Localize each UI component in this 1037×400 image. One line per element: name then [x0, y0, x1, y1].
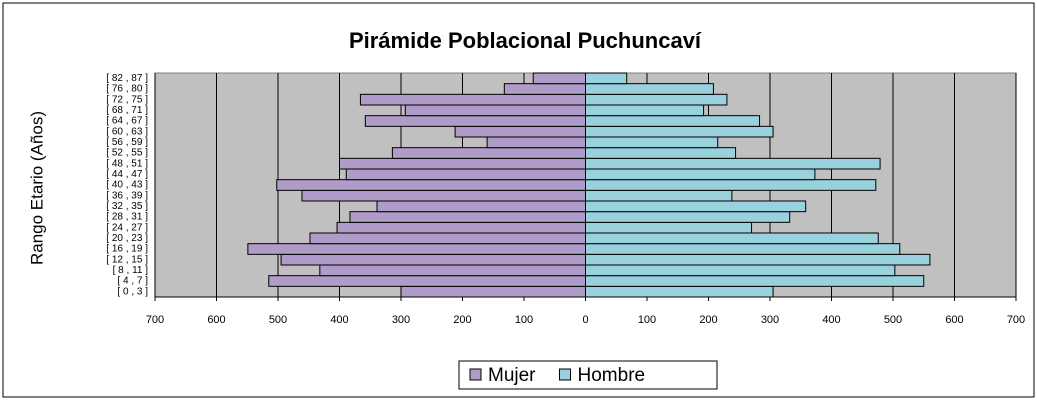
bar [486, 136, 587, 149]
bar [376, 200, 587, 213]
bar [585, 179, 877, 191]
x-tick-label: 600 [207, 314, 225, 326]
bar [309, 232, 586, 245]
bar [391, 147, 587, 159]
x-tick-label: 600 [945, 314, 963, 326]
bar [585, 253, 931, 266]
y-tick-label: [ 20 , 23 ] [106, 233, 148, 244]
bar [585, 189, 733, 202]
y-tick-label: [ 68 , 71 ] [106, 105, 148, 116]
x-tick-label: 300 [392, 314, 410, 326]
bar [585, 136, 719, 149]
bar [585, 232, 879, 245]
bar [585, 275, 925, 287]
bar [364, 115, 586, 127]
x-tick-label: 700 [146, 314, 164, 326]
y-tick-label: [ 16 , 19 ] [106, 244, 148, 255]
bar [585, 211, 791, 223]
bar [319, 264, 586, 277]
x-tick-label: 500 [884, 314, 902, 326]
x-tick-label: 0 [582, 314, 588, 326]
bar [585, 125, 774, 138]
bar [585, 83, 714, 95]
legend-swatch [559, 368, 572, 381]
bar [585, 157, 881, 170]
y-tick-label: [ 76 , 80 ] [106, 84, 148, 95]
bar [585, 72, 628, 85]
y-tick-label: [ 82 , 87 ] [106, 73, 148, 84]
bar [585, 147, 737, 159]
bar [336, 221, 587, 234]
bar [400, 285, 586, 298]
x-tick-label: 100 [638, 314, 656, 326]
x-tick-label: 700 [1007, 314, 1025, 326]
y-tick-label: [ 24 , 27 ] [106, 222, 148, 233]
x-tick-label: 300 [761, 314, 779, 326]
y-tick-label: [ 64 , 67 ] [106, 116, 148, 127]
y-tick-label: [ 48 , 51 ] [106, 158, 148, 169]
y-tick-label: [ 60 , 63 ] [106, 126, 148, 137]
bar [247, 243, 587, 255]
bar [585, 115, 761, 127]
bar [345, 168, 587, 181]
bar [532, 72, 586, 85]
x-tick-label: 100 [515, 314, 533, 326]
bar [339, 157, 586, 170]
chart-title: Pirámide Poblacional Puchuncaví [349, 28, 702, 53]
legend-swatch [469, 368, 482, 381]
legend-label: Mujer [488, 365, 536, 386]
x-tick-label: 200 [453, 314, 471, 326]
x-tick-label: 500 [269, 314, 287, 326]
y-tick-label: [ 32 , 35 ] [106, 201, 148, 212]
x-tick-label: 400 [822, 314, 840, 326]
bar [585, 221, 753, 234]
bar [585, 285, 774, 298]
bar [268, 275, 586, 287]
y-tick-label: [ 0 , 3 ] [117, 286, 148, 297]
bar [301, 189, 586, 202]
y-tick-label: [ 12 , 15 ] [106, 254, 148, 265]
bar [585, 93, 728, 106]
legend-box [458, 360, 718, 390]
x-tick-label: 400 [330, 314, 348, 326]
bar [359, 93, 586, 106]
bar [454, 125, 586, 138]
x-tick-label: 200 [699, 314, 717, 326]
bar [349, 211, 586, 223]
bar [585, 200, 807, 213]
y-tick-label: [ 44 , 47 ] [106, 169, 148, 180]
y-tick-label: [ 52 , 55 ] [106, 148, 148, 159]
y-tick-label: [ 40 , 43 ] [106, 180, 148, 191]
bar [276, 179, 586, 191]
y-tick-label: [ 36 , 39 ] [106, 190, 148, 201]
y-tick-label: [ 56 , 59 ] [106, 137, 148, 148]
y-tick-label: [ 8 , 11 ] [113, 265, 149, 276]
bar [585, 264, 896, 277]
bar [585, 243, 901, 255]
y-tick-label: [ 72 , 75 ] [106, 94, 148, 105]
y-tick-label: [ 4 , 7 ] [117, 276, 148, 287]
bar [585, 104, 705, 117]
y-axis-title: Rango Etario (Años) [27, 111, 46, 265]
bar [503, 83, 587, 95]
bar [404, 104, 586, 117]
bar [280, 253, 586, 266]
bar [585, 168, 816, 181]
legend-label: Hombre [578, 365, 646, 386]
y-tick-label: [ 28 , 31 ] [106, 212, 148, 223]
